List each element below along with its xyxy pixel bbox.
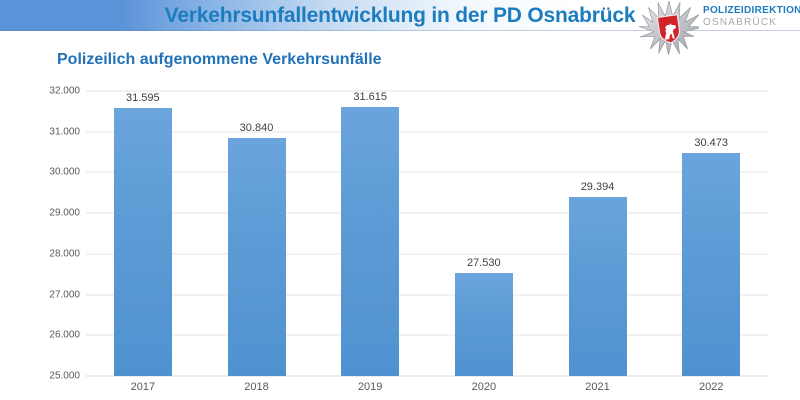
gridline: [86, 294, 768, 296]
bar-slot: 30.473: [654, 91, 768, 376]
x-tick-label: 2017: [130, 381, 156, 393]
bar-2020: 27.530: [454, 257, 513, 376]
bar-slot: 31.595: [86, 91, 200, 376]
x-tick-label: 2018: [244, 381, 269, 393]
bar-value-label: 31.595: [126, 91, 160, 104]
gridline: [86, 171, 768, 173]
bar-2019: 31.615: [341, 91, 400, 376]
y-tick-label: 30.000: [49, 166, 80, 178]
gridline: [86, 212, 768, 214]
bars-container: 31.595 30.840 31.615 27.530 29.394 30.473: [86, 91, 768, 376]
bar-slot: 27.530: [427, 91, 541, 376]
y-axis-labels: 25.000 26.000 27.000 28.000 29.000 30.000 31.0…: [34, 86, 80, 382]
x-tick-label: 2022: [698, 381, 724, 393]
gridline: [86, 253, 768, 255]
y-tick-label: 29.000: [49, 207, 80, 219]
bar-value-label: 29.394: [580, 181, 615, 194]
bar-2018: 30.840: [227, 122, 286, 376]
bar-value-label: 30.840: [239, 122, 274, 135]
gridline: [86, 334, 768, 336]
x-tick-label: 2021: [585, 381, 610, 393]
bar-2021: 29.394: [568, 181, 627, 376]
page-title: Verkehrsunfallentwicklung in der PD Osna…: [164, 4, 636, 27]
org-name: POLIZEIDIREKTION: [703, 5, 800, 16]
police-star-icon: [639, 1, 699, 55]
y-tick-label: 31.000: [49, 126, 80, 138]
bar-slot: 30.840: [200, 91, 314, 376]
bar-2022: 30.473: [682, 137, 741, 376]
bar-slot: 31.615: [313, 91, 427, 376]
white-horse: [664, 23, 676, 40]
y-tick-label: 28.000: [49, 248, 80, 260]
bar-slot: 29.394: [541, 91, 655, 376]
x-tick-label: 2019: [357, 381, 383, 393]
x-tick-label: 2020: [471, 381, 497, 393]
lower-saxony-shield: [656, 14, 680, 44]
gridline: [86, 131, 768, 133]
logo-text: POLIZEIDIREKTION OSNABRÜCK: [703, 5, 800, 28]
gridline: [86, 90, 768, 92]
x-axis-labels: 2017 2018 2019 2020 2021 2022: [86, 381, 768, 393]
bar-value-label: 31.615: [353, 90, 387, 103]
chart-title: Polizeilich aufgenommene Verkehrsunfälle: [57, 51, 382, 68]
plot-area: 31.595 30.840 31.615 27.530 29.394 30.473: [86, 90, 768, 377]
bar-value-label: 30.473: [694, 137, 729, 150]
y-tick-label: 32.000: [49, 85, 80, 97]
y-tick-label: 27.000: [49, 289, 80, 301]
bar-value-label: 27.530: [467, 257, 501, 269]
bar-2017: 31.595: [113, 92, 172, 376]
gridline: [86, 375, 768, 377]
y-tick-label: 26.000: [49, 329, 80, 341]
y-tick-label: 25.000: [49, 370, 80, 382]
org-city: OSNABRÜCK: [703, 17, 778, 28]
